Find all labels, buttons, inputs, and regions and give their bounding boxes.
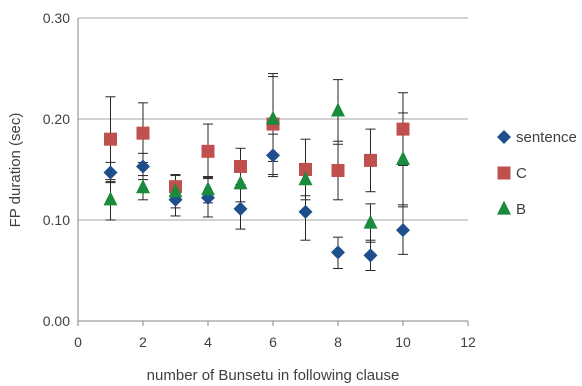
x-tick-label: 2 [139, 334, 147, 350]
y-tick-label: 0.30 [43, 10, 70, 26]
data-point-sentence [266, 148, 280, 163]
data-point-c [331, 164, 345, 178]
data-point-sentence [136, 159, 150, 174]
data-point-c [234, 159, 247, 173]
data-point-b [363, 214, 378, 229]
y-tick-label: 0.20 [43, 111, 70, 127]
legend-marker-sentence [497, 130, 511, 144]
x-tick-label: 0 [74, 334, 82, 350]
data-point-sentence [363, 248, 378, 263]
data-point-c [299, 163, 312, 176]
x-axis-title: number of Bunsetu in following clause [147, 367, 400, 384]
legend-label: B [516, 201, 526, 218]
data-point-b [103, 191, 118, 206]
data-point-b [233, 175, 248, 190]
data-point-b [136, 179, 150, 194]
data-point-b [396, 151, 410, 165]
data-point-b [266, 110, 280, 125]
x-tick-label: 6 [269, 334, 277, 350]
error-bars [105, 73, 408, 271]
y-tick-label: 0.10 [43, 212, 70, 228]
data-point-sentence [298, 204, 313, 219]
x-tick-label: 4 [204, 334, 212, 350]
legend-label: sentence [516, 129, 577, 146]
data-point-c [364, 153, 377, 167]
x-tick-label: 12 [460, 334, 476, 350]
data-point-b [298, 171, 313, 186]
data-markers [103, 102, 410, 263]
data-point-b [168, 183, 183, 198]
axes [77, 18, 469, 326]
tick-labels: 0.00 0.10 0.20 0.30 0 2 4 6 8 10 12 [43, 10, 476, 350]
data-point-b [331, 102, 345, 117]
data-point-b [201, 181, 215, 196]
data-point-c [136, 126, 150, 140]
legend-marker-b [497, 200, 511, 215]
legend-marker-c [497, 166, 511, 180]
legend: sentence C B [497, 129, 577, 218]
y-axis-title: FP duration (sec) [7, 113, 24, 228]
data-point-c [396, 122, 410, 136]
data-point-c [104, 132, 117, 146]
x-tick-label: 8 [334, 334, 342, 350]
y-tick-label: 0.00 [43, 313, 70, 329]
data-point-sentence [103, 165, 118, 180]
data-point-sentence [233, 201, 248, 216]
legend-label: C [516, 165, 527, 182]
data-point-c [201, 144, 215, 158]
data-point-sentence [331, 245, 345, 260]
data-point-sentence [396, 223, 410, 238]
x-tick-label: 10 [395, 334, 411, 350]
